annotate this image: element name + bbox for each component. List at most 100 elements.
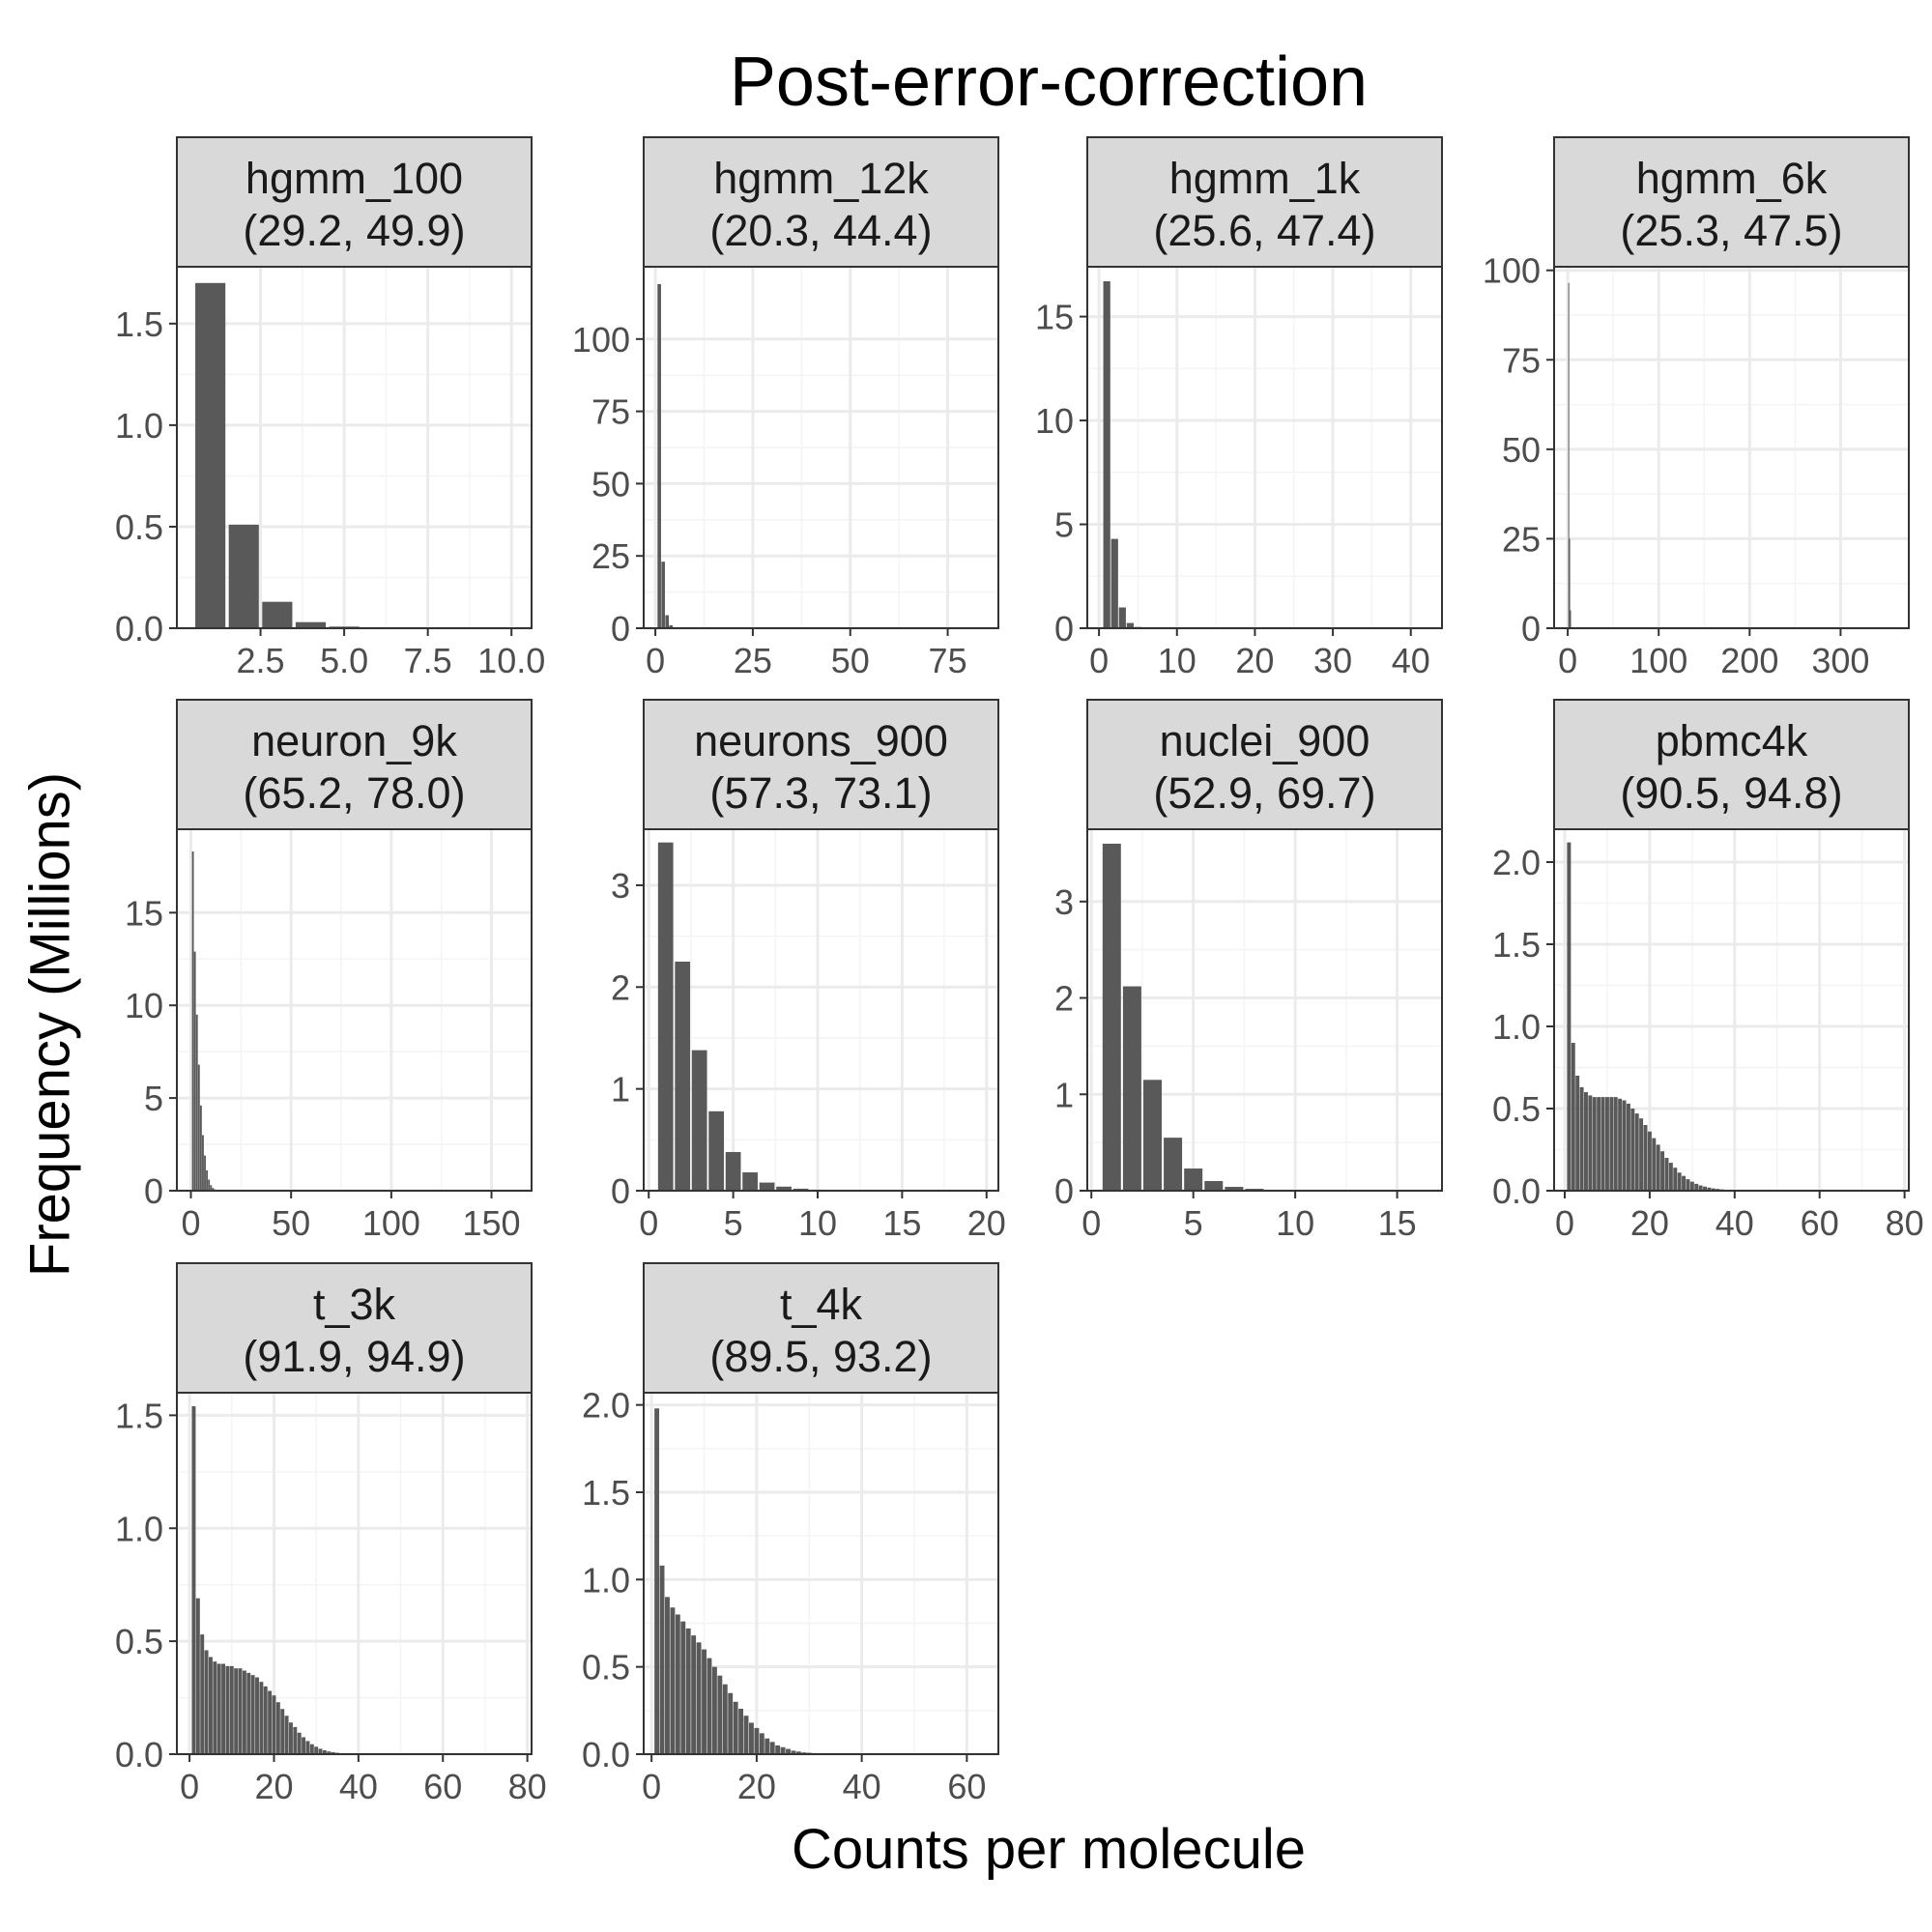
panel-strip <box>176 1262 533 1394</box>
bar <box>754 1727 760 1754</box>
bar <box>206 1169 209 1191</box>
bar <box>654 1408 660 1754</box>
plot-area <box>1554 267 1909 628</box>
bar <box>691 1635 697 1754</box>
y-tick-label: 50 <box>1502 430 1541 470</box>
plot-area <box>1087 267 1442 628</box>
panel-strip <box>643 136 999 268</box>
x-tick-label: 15 <box>1378 1203 1417 1243</box>
x-tick-label: 20 <box>967 1203 1006 1243</box>
bar <box>1626 1103 1630 1191</box>
bar <box>255 1677 259 1754</box>
bar <box>791 1750 796 1754</box>
y-tick-label: 10 <box>125 986 163 1025</box>
bar <box>769 1742 775 1754</box>
bar <box>1689 1181 1694 1191</box>
panel-subtitle: (57.3, 73.1) <box>709 768 932 818</box>
panel-border <box>643 266 999 629</box>
bar <box>208 1179 211 1191</box>
bar <box>309 1744 314 1754</box>
panel-border <box>643 828 999 1192</box>
bar <box>293 1726 298 1754</box>
panel-strip <box>643 1262 999 1394</box>
y-tick-label: 2 <box>1054 979 1074 1019</box>
x-tick-label: 0 <box>1555 1203 1574 1243</box>
bar <box>706 1658 712 1754</box>
bar <box>795 1751 801 1754</box>
bar <box>1668 1163 1673 1191</box>
panel-border <box>1086 828 1443 1192</box>
panel-t_3k: t_3k(91.9, 94.9) 0 20 40 60 80 0.0 0.5 1.0 1.5 <box>115 1262 547 1806</box>
panel-hgmm_100: hgmm_100(29.2, 49.9) 2.5 5.0 7.5 10.0 0.0 0.5 1… <box>115 136 545 680</box>
panel-title: hgmm_100 <box>245 154 463 203</box>
bar <box>1630 1109 1635 1191</box>
x-tick-label: 20 <box>254 1767 293 1806</box>
y-tick-label: 1.0 <box>115 406 163 446</box>
bar <box>780 1746 786 1754</box>
bar <box>1225 1187 1244 1191</box>
panel-title: t_3k <box>313 1280 396 1329</box>
bar <box>204 1155 206 1191</box>
y-tick-label: 1 <box>1054 1075 1074 1114</box>
bar <box>225 1665 230 1754</box>
bar <box>314 1746 319 1754</box>
x-tick-label: 60 <box>1801 1203 1839 1243</box>
bar <box>702 1649 706 1754</box>
panel-nuclei_900: nuclei_900(52.9, 69.7) 0 5 10 15 0 1 2 3 <box>1054 699 1443 1243</box>
bar <box>749 1722 754 1754</box>
y-tick-label: 3 <box>1054 882 1074 922</box>
y-tick-label: 0 <box>144 1171 163 1211</box>
bar <box>1567 842 1572 1191</box>
x-tick-label: 10.0 <box>477 641 545 680</box>
panel-border <box>1553 828 1910 1192</box>
bar <box>793 1188 809 1191</box>
bar <box>670 1607 676 1754</box>
y-tick-label: 3 <box>611 866 630 906</box>
bar <box>288 1722 293 1754</box>
panel-border <box>176 1392 533 1755</box>
y-tick-label: 75 <box>591 392 630 432</box>
bar <box>1707 1187 1712 1191</box>
panel-subtitle: (25.6, 47.4) <box>1153 206 1375 255</box>
bar <box>1164 1138 1183 1191</box>
x-tick-label: 0 <box>639 1203 658 1243</box>
bar <box>191 851 194 1191</box>
x-tick-label: 30 <box>1313 641 1352 680</box>
bar <box>1102 843 1121 1191</box>
bar <box>1118 607 1126 628</box>
panel-strip <box>1553 699 1910 830</box>
panel-title: neuron_9k <box>251 716 457 765</box>
x-tick-label: 10 <box>798 1203 837 1243</box>
bar <box>250 1675 255 1754</box>
x-tick-label: 200 <box>1720 641 1778 680</box>
x-tick-label: 40 <box>1716 1203 1754 1243</box>
panel-subtitle: (52.9, 69.7) <box>1153 768 1375 818</box>
y-tick-label: 5 <box>1054 505 1074 545</box>
panel-title: pbmc4k <box>1656 716 1808 765</box>
bar <box>221 1663 226 1754</box>
y-tick-label: 2.0 <box>582 1386 630 1426</box>
bar <box>216 1663 221 1754</box>
x-tick-label: 5 <box>724 1203 743 1243</box>
panel-hgmm_12k: hgmm_12k(20.3, 44.4) 0 25 50 75 0 25 50 75 100 <box>572 136 999 680</box>
y-tick-label: 2.0 <box>1492 843 1541 882</box>
bar <box>212 1188 215 1191</box>
bar <box>1618 1098 1623 1191</box>
bar <box>228 524 259 628</box>
panel-subtitle: (29.2, 49.9) <box>243 206 465 255</box>
bar <box>680 1621 686 1754</box>
panel-subtitle: (90.5, 94.8) <box>1620 768 1842 818</box>
panel-border <box>1086 266 1443 629</box>
y-tick-label: 1.5 <box>115 1396 163 1435</box>
bar <box>200 1634 205 1754</box>
bar <box>234 1668 239 1754</box>
bar <box>764 1738 770 1754</box>
y-tick-label: 0.5 <box>115 507 163 547</box>
bar <box>1568 282 1570 628</box>
x-tick-label: 20 <box>737 1767 776 1806</box>
panel-title: neurons_900 <box>694 716 948 765</box>
y-tick-label: 0.5 <box>1492 1089 1541 1129</box>
bar <box>675 961 691 1191</box>
bar <box>1673 1168 1678 1191</box>
panel-title: hgmm_1k <box>1169 154 1361 203</box>
